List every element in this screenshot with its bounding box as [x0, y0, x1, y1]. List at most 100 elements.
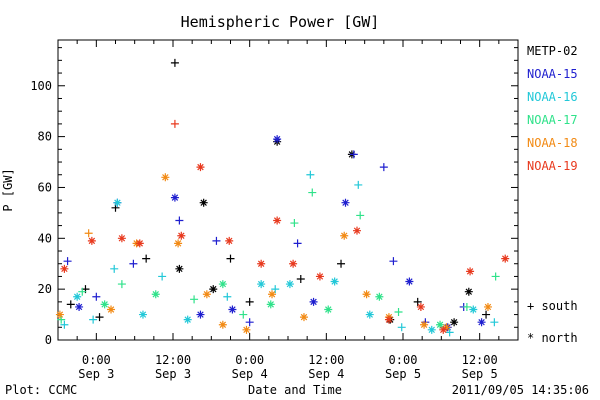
plot-axes: [57, 39, 519, 341]
legend-noaa-15: NOAA-15: [527, 67, 578, 81]
noaa-17-north-point: [218, 280, 227, 289]
metp-02-south-point: [142, 254, 151, 263]
noaa-16-south-point: [110, 264, 119, 273]
noaa-17-north-point: [266, 300, 275, 309]
noaa-16-south-point: [60, 320, 69, 329]
marker-legend: + south * north: [527, 299, 578, 345]
x-axis-label: Date and Time: [248, 383, 342, 397]
noaa-18-north-point: [340, 231, 349, 240]
y-tick-label: 40: [38, 231, 52, 245]
noaa-15-north-point: [196, 310, 205, 319]
noaa-16-north-point: [285, 280, 294, 289]
noaa-16-north-point: [183, 315, 192, 324]
noaa-17-south-point: [308, 188, 317, 197]
noaa-17-south-point: [491, 272, 500, 281]
y-tick-label: 0: [45, 333, 52, 347]
noaa-19-north-point: [60, 264, 69, 273]
noaa-18-south-point: [84, 229, 93, 238]
noaa-15-north-point: [228, 305, 237, 314]
noaa-16-north-point: [73, 292, 82, 301]
y-axis-label: P [GW]: [1, 168, 15, 211]
x-tick-time-label: 12:00: [462, 353, 498, 367]
noaa-17-south-point: [290, 219, 299, 228]
x-tick-date-label: Sep 3: [78, 367, 114, 381]
noaa-19-north-point: [135, 239, 144, 248]
noaa-16-north-point: [138, 310, 147, 319]
noaa-19-north-point: [384, 315, 393, 324]
noaa-19-north-point: [353, 226, 361, 235]
noaa-15-south-point: [389, 257, 398, 266]
noaa-18-north-point: [202, 290, 211, 299]
noaa-17-south-point: [239, 310, 248, 319]
x-tick-date-label: Sep 5: [385, 367, 421, 381]
noaa-15-south-point: [245, 318, 254, 327]
noaa-16-south-point: [354, 180, 363, 189]
noaa-15-south-point: [92, 292, 101, 301]
marker-legend-north: * north: [527, 331, 578, 345]
noaa-16-north-point: [113, 198, 122, 207]
noaa-15-north-point: [477, 318, 486, 327]
y-tick-label: 20: [38, 282, 52, 296]
noaa-19-north-point: [416, 302, 425, 311]
x-tick-date-label: Sep 4: [232, 367, 268, 381]
noaa-16-south-point: [223, 292, 232, 301]
noaa-16-north-point: [469, 305, 478, 314]
noaa-15-south-point: [349, 150, 358, 159]
noaa-15-north-point: [309, 297, 318, 306]
noaa-18-north-point: [483, 302, 492, 311]
noaa-19-north-point: [196, 163, 205, 172]
x-tick-date-label: Sep 4: [308, 367, 344, 381]
noaa-15-south-point: [212, 236, 221, 245]
metp-02-south-point: [170, 58, 179, 67]
metp-02-north-point: [199, 198, 208, 207]
y-tick-label: 80: [38, 130, 52, 144]
metp-02-north-point: [450, 318, 459, 327]
noaa-15-north-point: [341, 198, 350, 207]
noaa-16-south-point: [158, 272, 167, 281]
noaa-15-north-point: [273, 135, 282, 144]
noaa-18-north-point: [442, 323, 451, 332]
noaa-18-north-point: [161, 173, 170, 182]
noaa-17-south-point: [394, 308, 403, 317]
noaa-18-north-point: [362, 290, 371, 299]
metp-02-north-point: [209, 285, 218, 294]
noaa-19-south-point: [170, 119, 179, 128]
metp-02-south-point: [66, 300, 75, 309]
noaa-18-north-point: [299, 313, 308, 322]
noaa-15-south-point: [293, 239, 302, 248]
noaa-17-south-point: [78, 287, 87, 296]
noaa-19-north-point: [177, 231, 186, 240]
noaa-16-south-point: [445, 328, 454, 337]
noaa-15-south-point: [129, 259, 138, 268]
noaa-15-north-point: [170, 193, 179, 202]
y-tick-label: 60: [38, 180, 52, 194]
noaa-18-north-point: [218, 320, 227, 329]
x-tick-date-label: Sep 5: [462, 367, 498, 381]
noaa-17-north-point: [324, 305, 333, 314]
legend-noaa-18: NOAA-18: [527, 136, 578, 150]
noaa-18-north-point: [55, 310, 64, 319]
noaa-19-north-point: [315, 272, 324, 281]
series-legend: METP-02 NOAA-15 NOAA-16 NOAA-17 NOAA-18 NOAA-…: [527, 44, 578, 173]
metp-02-south-point: [245, 297, 254, 306]
noaa-16-south-point: [397, 323, 406, 332]
x-tick-time-label: 12:00: [155, 353, 191, 367]
noaa-19-north-point: [257, 259, 266, 268]
noaa-16-north-point: [365, 310, 374, 319]
x-tick-time-label: 0:00: [389, 353, 418, 367]
data-marks: [55, 58, 510, 337]
metp-02-south-point: [95, 313, 104, 322]
noaa-17-south-point: [117, 280, 126, 289]
noaa-19-north-point: [466, 267, 475, 276]
metp-02-south-point: [296, 274, 305, 283]
noaa-17-south-point: [57, 315, 66, 324]
marker-legend-south: + south: [527, 299, 578, 313]
noaa-17-south-point: [462, 302, 471, 311]
legend-noaa-17: NOAA-17: [527, 113, 578, 127]
x-tick-time-label: 12:00: [308, 353, 344, 367]
plot-credit: Plot: CCMC: [5, 383, 77, 397]
x-tick-time-label: 0:00: [235, 353, 264, 367]
noaa-18-north-point: [107, 305, 116, 314]
noaa-16-south-point: [89, 315, 98, 324]
